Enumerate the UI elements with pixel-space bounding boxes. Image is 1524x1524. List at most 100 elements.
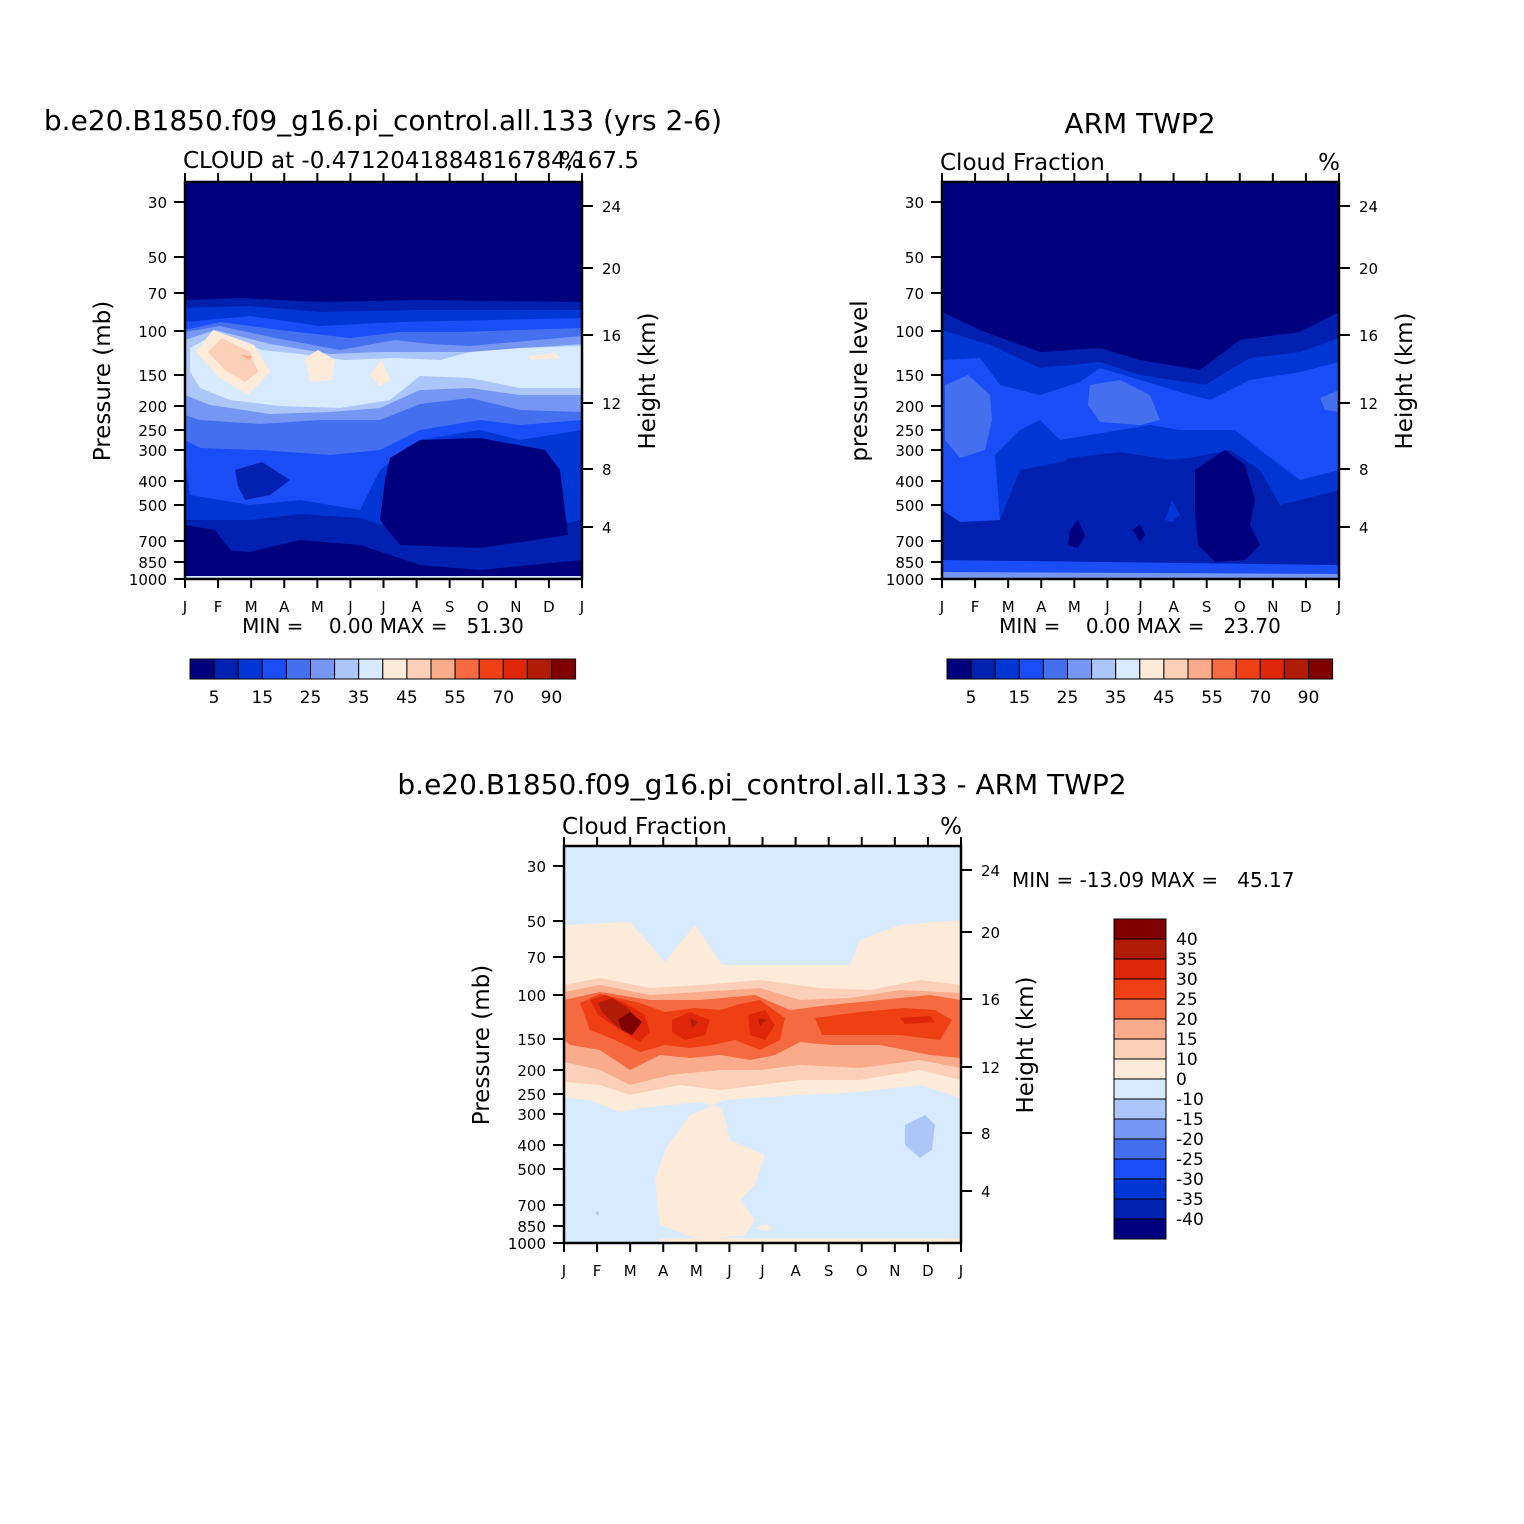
colorbar-swatch: [1113, 1018, 1167, 1040]
colorbar-swatch: [1113, 1078, 1167, 1100]
colorbar-label: 30: [1176, 970, 1198, 990]
panel-diff-subtitle: Cloud Fraction: [562, 814, 727, 840]
contour-fill-12: [208, 338, 258, 382]
y-right-tick-label: 20: [981, 924, 1000, 942]
panel-diff-units: %: [940, 814, 962, 840]
panel-model-units: %: [560, 148, 582, 174]
colorbar-swatch: [285, 658, 311, 680]
colorbar-swatch: [502, 658, 528, 680]
panel-obs-field: [942, 182, 1339, 579]
x-tick-label: M: [1068, 598, 1081, 616]
colorbar-swatch: [1211, 658, 1237, 680]
colorbar-label: 15: [251, 688, 273, 708]
surface-line: [185, 576, 582, 579]
y-right-tick-label: 8: [602, 461, 612, 479]
contour-fill-4: [1320, 390, 1339, 412]
y-right-tick-label: 8: [1359, 461, 1369, 479]
y-tick-label: 1000: [129, 571, 167, 589]
x-tick-label: S: [824, 1262, 834, 1280]
y-right-tick-label: 4: [981, 1183, 991, 1201]
contour-fill-5: [815, 1008, 952, 1040]
x-tick-label: D: [1300, 598, 1312, 616]
panel-diff-minmax: MIN = -13.09 MAX = 45.17: [1012, 868, 1295, 892]
contour-fill-10: [370, 360, 390, 386]
y-tick-label: 250: [895, 422, 924, 440]
colorbar-swatch: [334, 658, 360, 680]
colorbar-label: 25: [300, 688, 322, 708]
panel-diff: b.e20.B1850.f09_g16.pi_control.all.133 -…: [397, 768, 1294, 1280]
colorbar-swatch: [382, 658, 408, 680]
panel-obs-units: %: [1318, 150, 1340, 176]
y-right-tick-label: 12: [1359, 395, 1378, 413]
colorbar-swatch: [1113, 1118, 1167, 1140]
x-tick-label: S: [1202, 598, 1212, 616]
contour-fill-0: [1068, 520, 1085, 548]
colorbar-label: -35: [1176, 1190, 1204, 1210]
x-tick-label: A: [279, 598, 290, 616]
colorbar-swatch: [1113, 978, 1167, 1000]
colorbar-label: 15: [1008, 688, 1030, 708]
colorbar-swatch: [970, 658, 996, 680]
x-tick-label: J: [1137, 598, 1142, 616]
contour-fill-2: [1165, 500, 1180, 522]
contour-fill-neg-small: [595, 1211, 599, 1216]
x-tick-label: N: [1267, 598, 1278, 616]
colorbar-label: 15: [1176, 1030, 1198, 1050]
colorbar-label: -20: [1176, 1130, 1204, 1150]
y-tick-label: 400: [138, 473, 167, 491]
y-right-tick-label: 4: [602, 519, 612, 537]
colorbar-swatch: [1235, 658, 1261, 680]
y-tick-label: 700: [517, 1197, 546, 1215]
colorbar-swatch: [1259, 658, 1285, 680]
colorbar-label: 90: [1298, 688, 1320, 708]
colorbar-swatch: [1042, 658, 1069, 680]
panel-model-field: [185, 182, 582, 579]
colorbar-swatch: [478, 658, 504, 680]
x-tick-label: S: [445, 598, 455, 616]
contour-fill-5: [942, 572, 1339, 579]
contour-fill-15: [380, 438, 568, 548]
contour-fill-0: [1195, 450, 1260, 562]
x-tick-label: J: [1104, 598, 1109, 616]
colorbar-swatch: [1139, 658, 1165, 680]
x-tick-label: F: [214, 598, 223, 616]
colorbar-label: 70: [1249, 688, 1271, 708]
y-tick-label: 30: [905, 194, 924, 212]
y-right-tick-label: 4: [1359, 519, 1369, 537]
colorbar-label: 25: [1057, 688, 1079, 708]
colorbar-swatch: [1091, 658, 1117, 680]
x-tick-label: J: [182, 598, 187, 616]
y-tick-label: 400: [517, 1137, 546, 1155]
panel-obs-title: ARM TWP2: [1064, 107, 1215, 140]
y-tick-label: 150: [517, 1031, 546, 1049]
y-tick-label: 50: [148, 249, 167, 267]
panel-diff-field: [564, 846, 961, 1243]
y-right-tick-label: 20: [1359, 260, 1378, 278]
y-tick-label: 500: [517, 1161, 546, 1179]
contour-fill-0: [1133, 524, 1145, 542]
colorbar-swatch: [1113, 1198, 1167, 1220]
y-tick-label: 500: [895, 497, 924, 515]
panel-obs-axes: J F M A M J J A S O N D J 30 50 70 100 150 200 250 300 400 500…: [886, 173, 1378, 616]
y-right-tick-label: 24: [1359, 198, 1378, 216]
contour-fill-14: [235, 462, 290, 500]
x-tick-label: J: [759, 1262, 764, 1280]
contour-fill-9: [305, 350, 335, 382]
colorbar-swatch: [310, 658, 336, 680]
x-tick-label: J: [347, 598, 352, 616]
panel-model-axes: J F M A M J J A S O N D J 30 50 70 100 150 200 250 300 400 500…: [129, 173, 621, 616]
panel-model-ylabel: Pressure (mb): [90, 301, 116, 461]
colorbar-swatch: [1283, 658, 1310, 680]
x-tick-label: O: [1234, 598, 1246, 616]
panel-model-minmax: MIN = 0.00 MAX = 51.30: [242, 614, 524, 638]
contour-fill-pos-small: [755, 1224, 772, 1231]
y-tick-label: 100: [517, 987, 546, 1005]
colorbar-label: -10: [1176, 1090, 1204, 1110]
y-tick-label: 250: [517, 1086, 546, 1104]
y-tick-label: 100: [895, 323, 924, 341]
colorbar-label: 5: [966, 688, 977, 708]
x-tick-label: N: [510, 598, 521, 616]
panel-model-title: b.e20.B1850.f09_g16.pi_control.all.133 (…: [44, 104, 722, 137]
colorbar-label: -30: [1176, 1170, 1204, 1190]
